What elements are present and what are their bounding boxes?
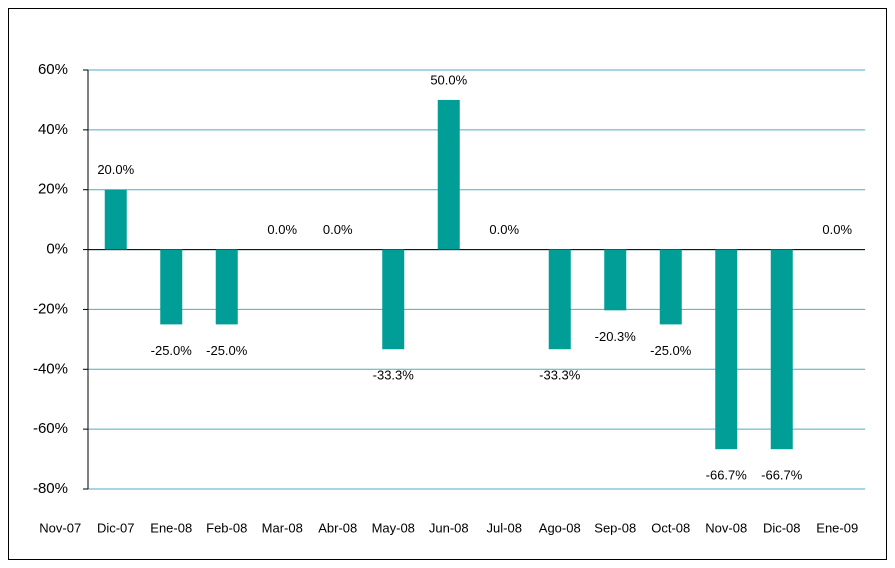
- data-label: 20.0%: [97, 162, 134, 177]
- y-tick-label: -40%: [33, 360, 68, 377]
- bar: [104, 189, 127, 250]
- x-tick-label: Ene-08: [150, 520, 192, 535]
- x-tick-label: Mar-08: [262, 520, 303, 535]
- bar: [382, 249, 405, 350]
- y-tick-label: -20%: [33, 300, 68, 317]
- bar: [160, 249, 183, 325]
- data-label: -25.0%: [151, 343, 193, 358]
- data-label: -66.7%: [706, 468, 748, 483]
- x-tick-label: Nov-07: [39, 520, 81, 535]
- x-tick-label: Dic-08: [763, 520, 801, 535]
- bar: [548, 249, 571, 350]
- y-tick-label: 0%: [46, 241, 68, 258]
- data-label: -25.0%: [650, 343, 692, 358]
- bar: [659, 249, 682, 325]
- y-tick-label: -80%: [33, 480, 68, 497]
- data-label: -33.3%: [373, 368, 415, 383]
- data-label: -25.0%: [206, 343, 248, 358]
- x-tick-label: Dic-07: [97, 520, 135, 535]
- x-tick-label: Abr-08: [318, 520, 357, 535]
- data-label: 0.0%: [489, 222, 519, 237]
- bar: [437, 99, 460, 250]
- bar: [715, 249, 738, 450]
- x-tick-label: Nov-08: [705, 520, 747, 535]
- x-tick-label: Jun-08: [429, 520, 469, 535]
- y-tick-label: 60%: [38, 61, 68, 78]
- bar: [770, 249, 793, 450]
- data-label: 0.0%: [267, 222, 297, 237]
- data-label: -20.3%: [595, 329, 637, 344]
- bar: [604, 249, 627, 311]
- data-label: 0.0%: [822, 222, 852, 237]
- x-tick-label: Ene-09: [816, 520, 858, 535]
- x-tick-label: May-08: [372, 520, 415, 535]
- x-tick-label: Ago-08: [539, 520, 581, 535]
- x-tick-label: Jul-08: [487, 520, 522, 535]
- y-tick-label: 20%: [38, 181, 68, 198]
- chart-frame: [8, 8, 887, 560]
- y-tick-label: -60%: [33, 420, 68, 437]
- data-label: -33.3%: [539, 368, 581, 383]
- data-label: -66.7%: [761, 468, 803, 483]
- bar: [215, 249, 238, 325]
- data-label: 50.0%: [430, 72, 467, 87]
- x-tick-label: Sep-08: [594, 520, 636, 535]
- x-tick-label: Oct-08: [651, 520, 690, 535]
- y-tick-label: 40%: [38, 121, 68, 138]
- x-tick-label: Feb-08: [206, 520, 247, 535]
- data-label: 0.0%: [323, 222, 353, 237]
